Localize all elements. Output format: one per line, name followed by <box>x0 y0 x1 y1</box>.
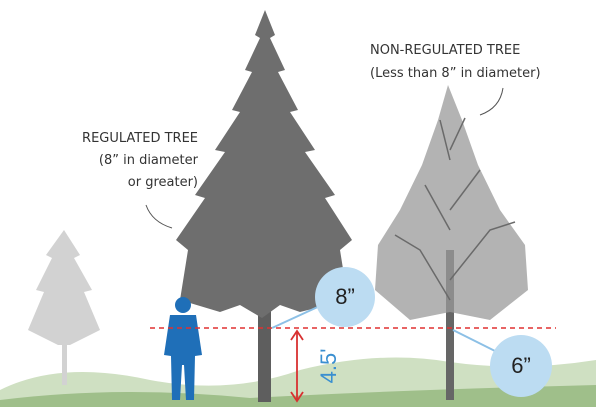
height-label: 4.5' <box>316 349 341 384</box>
connector <box>453 330 497 352</box>
background-tree <box>28 230 100 385</box>
diameter-label: 6” <box>511 353 531 378</box>
label-line: (Less than 8” in diameter) <box>370 66 541 81</box>
label-title: REGULATED TREE <box>82 131 198 146</box>
diameter-label: 8” <box>335 284 355 309</box>
leader <box>146 205 172 228</box>
regulated-tree <box>176 10 352 402</box>
diagram: 4.5' 8” 6” REGULATED TREE (8” in diamete… <box>0 0 596 407</box>
label-line: (8” in diameter <box>99 153 199 168</box>
leader <box>480 88 503 115</box>
label-line: or greater) <box>128 175 198 190</box>
label-title: NON-REGULATED TREE <box>370 43 520 58</box>
